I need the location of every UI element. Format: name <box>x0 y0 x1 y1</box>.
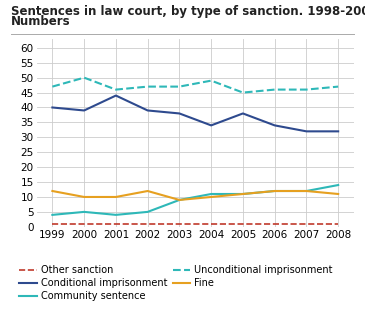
Community sentence <box>145 210 150 214</box>
Other sanction <box>304 222 308 226</box>
Unconditional imprisonment <box>177 85 181 88</box>
Text: Numbers: Numbers <box>11 15 70 28</box>
Legend: Other sanction, Conditional imprisonment, Community sentence, Unconditional impr: Other sanction, Conditional imprisonment… <box>19 265 333 301</box>
Conditional imprisonment <box>82 109 86 112</box>
Other sanction <box>209 222 213 226</box>
Other sanction <box>50 222 54 226</box>
Conditional imprisonment <box>50 106 54 110</box>
Fine <box>241 192 245 196</box>
Fine <box>304 189 308 193</box>
Community sentence <box>50 213 54 217</box>
Conditional imprisonment <box>114 94 118 98</box>
Text: Sentences in law court, by type of sanction. 1998-2008.: Sentences in law court, by type of sanct… <box>11 5 365 18</box>
Conditional imprisonment <box>145 109 150 112</box>
Conditional imprisonment <box>177 111 181 115</box>
Fine <box>209 195 213 199</box>
Fine <box>272 189 277 193</box>
Line: Unconditional imprisonment: Unconditional imprisonment <box>52 78 338 93</box>
Community sentence <box>82 210 86 214</box>
Unconditional imprisonment <box>114 88 118 92</box>
Other sanction <box>241 222 245 226</box>
Unconditional imprisonment <box>209 79 213 83</box>
Fine <box>336 192 341 196</box>
Fine <box>177 198 181 202</box>
Line: Community sentence: Community sentence <box>52 185 338 215</box>
Line: Conditional imprisonment: Conditional imprisonment <box>52 96 338 131</box>
Community sentence <box>177 198 181 202</box>
Unconditional imprisonment <box>241 91 245 95</box>
Conditional imprisonment <box>209 123 213 127</box>
Other sanction <box>272 222 277 226</box>
Other sanction <box>82 222 86 226</box>
Unconditional imprisonment <box>304 88 308 92</box>
Unconditional imprisonment <box>50 85 54 88</box>
Unconditional imprisonment <box>336 85 341 88</box>
Conditional imprisonment <box>241 111 245 115</box>
Fine <box>114 195 118 199</box>
Unconditional imprisonment <box>145 85 150 88</box>
Conditional imprisonment <box>336 129 341 133</box>
Other sanction <box>336 222 341 226</box>
Unconditional imprisonment <box>82 76 86 80</box>
Community sentence <box>209 192 213 196</box>
Community sentence <box>114 213 118 217</box>
Fine <box>82 195 86 199</box>
Community sentence <box>241 192 245 196</box>
Community sentence <box>336 183 341 187</box>
Fine <box>145 189 150 193</box>
Other sanction <box>145 222 150 226</box>
Other sanction <box>177 222 181 226</box>
Fine <box>50 189 54 193</box>
Community sentence <box>272 189 277 193</box>
Other sanction <box>114 222 118 226</box>
Line: Fine: Fine <box>52 191 338 200</box>
Community sentence <box>304 189 308 193</box>
Unconditional imprisonment <box>272 88 277 92</box>
Conditional imprisonment <box>272 123 277 127</box>
Conditional imprisonment <box>304 129 308 133</box>
